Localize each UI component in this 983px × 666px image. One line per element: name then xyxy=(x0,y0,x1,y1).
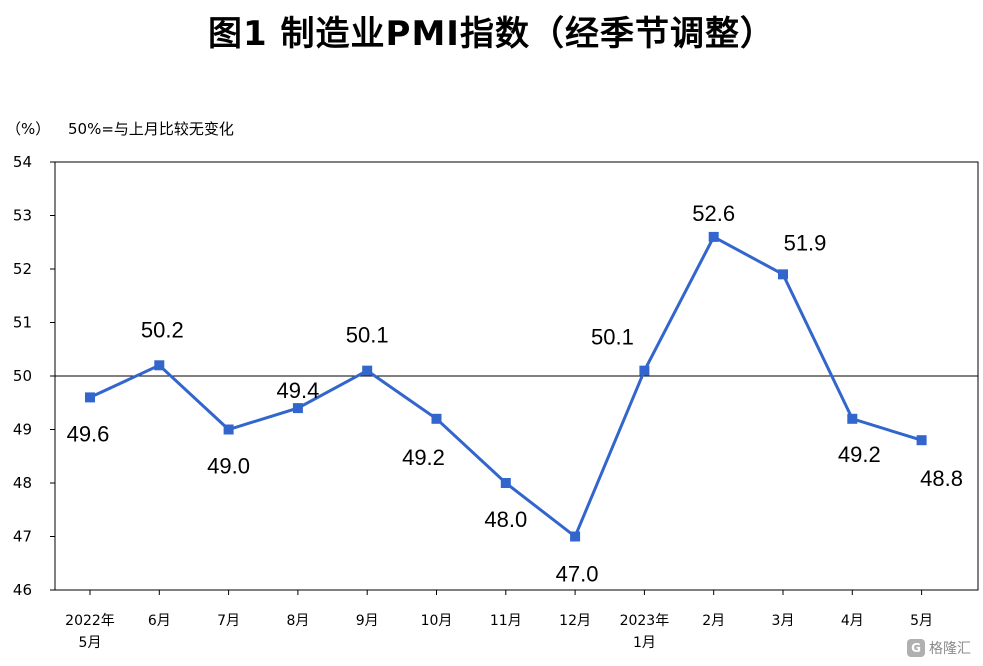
y-tick-label: 49 xyxy=(13,421,32,439)
series-line xyxy=(89,234,923,539)
y-tick-label: 46 xyxy=(13,581,32,599)
data-point-marker xyxy=(847,413,858,424)
data-label: 47.0 xyxy=(556,562,599,587)
data-label: 50.1 xyxy=(591,325,634,350)
data-point-marker xyxy=(639,365,650,376)
x-tick-label: 8月 xyxy=(286,613,309,629)
x-tick-label: 9月 xyxy=(356,613,379,629)
watermark-logo-icon: G xyxy=(907,639,925,657)
data-label: 50.2 xyxy=(141,317,184,342)
x-tick-label: 5月 xyxy=(79,635,102,651)
y-tick-label: 53 xyxy=(13,207,32,225)
data-point-marker xyxy=(431,413,442,424)
y-tick-label: 54 xyxy=(13,153,32,171)
data-point-marker xyxy=(154,360,165,371)
data-label: 48.8 xyxy=(920,466,963,491)
reference-note: 50%=与上月比较无变化 xyxy=(68,120,234,138)
y-tick-label: 52 xyxy=(13,260,32,278)
data-label: 49.2 xyxy=(402,445,445,470)
x-tick-label: 6月 xyxy=(148,613,171,629)
data-point-marker xyxy=(223,424,234,435)
x-tick-label: 5月 xyxy=(910,613,933,629)
x-tick-label: 11月 xyxy=(490,613,522,629)
y-tick-label: 47 xyxy=(13,528,32,546)
watermark: G 格隆汇 xyxy=(907,638,971,658)
data-label: 48.0 xyxy=(484,507,527,532)
y-axis-unit: （%） xyxy=(6,120,51,138)
x-tick-label: 3月 xyxy=(772,613,795,629)
x-tick-label: 2022年 xyxy=(65,613,115,629)
y-tick-label: 51 xyxy=(13,314,32,332)
data-label: 51.9 xyxy=(784,230,827,255)
watermark-text: 格隆汇 xyxy=(929,641,971,657)
y-tick-label: 50 xyxy=(13,367,32,385)
data-point-marker xyxy=(362,365,373,376)
data-point-marker xyxy=(570,531,581,542)
data-point-marker xyxy=(916,435,927,446)
data-point-marker xyxy=(292,403,303,414)
data-point-marker xyxy=(708,231,719,242)
data-label: 49.0 xyxy=(207,454,250,479)
data-label: 52.6 xyxy=(692,201,735,226)
data-label: 49.2 xyxy=(838,442,881,467)
y-tick-label: 48 xyxy=(13,474,32,492)
data-point-marker xyxy=(500,478,511,488)
x-tick-label: 2月 xyxy=(702,613,725,629)
x-tick-label: 12月 xyxy=(559,613,591,629)
x-tick-label: 7月 xyxy=(217,613,240,629)
data-point-marker xyxy=(85,392,95,403)
x-tick-label: 4月 xyxy=(841,613,864,629)
chart-title: 图1 制造业PMI指数（经季节调整） xyxy=(208,14,775,54)
x-tick-label: 1月 xyxy=(633,635,656,651)
x-tick-label: 2023年 xyxy=(620,613,670,629)
x-tick-label: 10月 xyxy=(421,613,453,629)
data-point-marker xyxy=(778,269,788,280)
data-label: 49.6 xyxy=(67,421,110,446)
data-label: 49.4 xyxy=(276,378,319,403)
data-label: 50.1 xyxy=(346,323,389,348)
